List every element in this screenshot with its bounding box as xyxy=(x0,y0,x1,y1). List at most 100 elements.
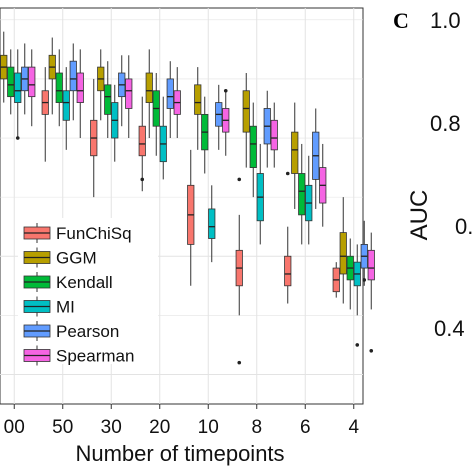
box-ggm xyxy=(339,197,347,304)
outlier-point xyxy=(369,349,374,353)
outlier-point xyxy=(285,171,290,176)
box-kendall xyxy=(346,238,354,310)
outlier-point xyxy=(223,88,228,93)
legend-key-pearson xyxy=(23,321,51,341)
box-spearman xyxy=(28,49,36,127)
box-body xyxy=(298,173,306,216)
box-body xyxy=(55,72,63,103)
outlier-point xyxy=(355,343,360,347)
box-kendall xyxy=(55,49,63,127)
box-body xyxy=(28,66,36,98)
legend-label: Kendall xyxy=(56,273,113,292)
outlier-point xyxy=(237,360,242,365)
box-ggm xyxy=(145,49,153,139)
x-tick-label: 50 xyxy=(52,417,73,438)
box-mi xyxy=(256,143,264,245)
outlier-point xyxy=(15,136,20,140)
box-mi xyxy=(62,67,70,150)
box-body xyxy=(194,84,202,115)
right-tick-label-3: 0.6 xyxy=(455,214,474,239)
box-kendall xyxy=(7,49,15,115)
box-pearson xyxy=(21,43,29,115)
box-funchisq xyxy=(187,149,195,286)
outlier-point xyxy=(237,177,242,182)
right-tick-label-2: 0.8 xyxy=(430,111,461,136)
box-body xyxy=(69,60,77,92)
box-kendall xyxy=(298,143,306,245)
box-pearson xyxy=(312,108,320,209)
box-ggm xyxy=(194,67,202,150)
box-spearman xyxy=(270,102,278,168)
box-funchisq xyxy=(138,96,146,192)
box-ggm xyxy=(0,31,8,103)
box-funchisq xyxy=(235,177,243,365)
legend-label: FunChiSq xyxy=(56,224,132,243)
box-spearman xyxy=(76,49,84,139)
box-body xyxy=(138,125,146,157)
box-spearman xyxy=(173,67,181,139)
x-tick-label: 8 xyxy=(251,417,262,438)
box-funchisq xyxy=(90,78,98,198)
right-y-axis-label: AUC xyxy=(406,190,433,241)
box-body xyxy=(62,90,70,121)
box-body xyxy=(339,232,347,275)
legend: FunChiSq GGM Kendall MI Pearson Spearman xyxy=(18,218,158,366)
box-spearman xyxy=(125,55,133,139)
outlier-point xyxy=(140,177,145,182)
box-body xyxy=(291,131,299,174)
box-ggm xyxy=(291,102,299,209)
box-mi xyxy=(14,49,22,140)
box-spearman xyxy=(319,143,327,227)
box-ggm xyxy=(48,37,56,115)
x-tick-label: 20 xyxy=(149,417,170,438)
box-mi xyxy=(353,244,361,347)
legend-label: Spearman xyxy=(56,347,134,366)
box-pearson xyxy=(166,61,174,139)
box-spearman xyxy=(222,88,230,156)
x-tick-label: 4 xyxy=(348,417,359,438)
legend-label: GGM xyxy=(56,249,97,268)
box-kendall xyxy=(201,96,209,174)
legend-key-kendall xyxy=(23,272,51,292)
box-pearson xyxy=(360,220,368,286)
box-body xyxy=(104,84,112,115)
panel-label: C xyxy=(393,8,409,33)
box-mi xyxy=(159,96,167,180)
x-ticks: 00 50 30 20 10 8 6 4 xyxy=(4,404,359,438)
right-tick-label-4: 0.4 xyxy=(434,316,465,341)
legend-key-mi xyxy=(23,296,51,317)
box-spearman xyxy=(367,232,375,353)
box-mi xyxy=(208,185,216,263)
box-kendall xyxy=(104,61,112,139)
box-pearson xyxy=(118,55,126,127)
box-ggm xyxy=(97,49,105,121)
legend-label: Pearson xyxy=(56,322,119,341)
box-body xyxy=(166,78,174,109)
box-body xyxy=(284,255,292,287)
legend-label: MI xyxy=(56,298,75,317)
legend-background xyxy=(18,218,158,364)
right-panel: C 1.0 0.8 0.6 0.4 AUC xyxy=(393,8,474,341)
box-body xyxy=(242,90,250,133)
box-body xyxy=(7,66,15,98)
box-body xyxy=(249,125,257,168)
x-tick-label: 30 xyxy=(101,417,122,438)
x-tick-label: 00 xyxy=(4,417,25,438)
box-kendall xyxy=(249,102,257,198)
x-tick-label: 6 xyxy=(300,417,311,438)
x-axis-label: Number of timepoints xyxy=(75,441,284,466)
box-funchisq xyxy=(332,262,340,298)
outlier-point xyxy=(362,278,367,282)
box-funchisq xyxy=(41,67,49,162)
box-body xyxy=(14,72,22,103)
legend-key-funchisq xyxy=(23,223,51,243)
box-pearson xyxy=(69,43,77,121)
box-mi xyxy=(305,155,313,245)
box-pearson xyxy=(215,84,223,150)
box-pearson xyxy=(263,90,271,168)
x-tick-label: 10 xyxy=(198,417,219,438)
box-body xyxy=(76,72,84,103)
box-body xyxy=(208,208,216,239)
box-kendall xyxy=(152,73,160,156)
